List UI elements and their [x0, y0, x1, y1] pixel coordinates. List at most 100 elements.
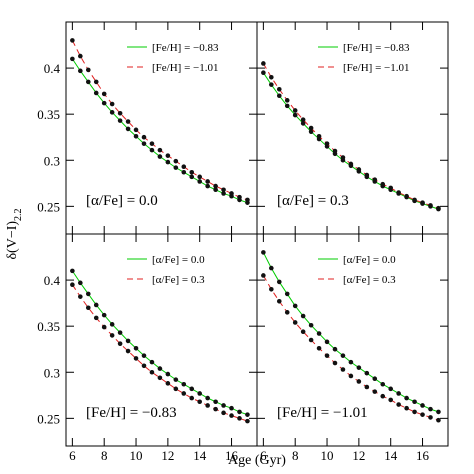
data-point — [85, 79, 91, 85]
data-point — [197, 179, 202, 184]
data-point — [133, 345, 139, 351]
data-point — [213, 187, 218, 193]
data-point — [85, 305, 91, 311]
data-point — [276, 279, 282, 285]
data-point — [292, 320, 298, 325]
data-point — [388, 386, 394, 392]
data-point — [157, 154, 163, 159]
data-point — [356, 379, 362, 384]
data-point — [70, 38, 75, 43]
data-point — [237, 416, 242, 421]
data-point — [141, 141, 147, 146]
legend-label: [Fe/H] = −1.01 — [152, 62, 218, 74]
panel-annotation: [α/Fe] = 0.3 — [277, 193, 349, 209]
y-tick-label: 0.25 — [37, 199, 60, 214]
data-point — [70, 282, 75, 287]
data-point — [348, 161, 354, 167]
data-point — [269, 265, 274, 271]
data-point — [213, 399, 218, 405]
data-point — [420, 412, 425, 417]
data-point — [276, 93, 282, 99]
data-point — [372, 389, 378, 394]
data-point — [356, 167, 362, 172]
data-point — [229, 405, 234, 411]
y-axis-label: δ(V−I)2.2 — [5, 208, 24, 259]
data-point — [181, 164, 187, 170]
panel-annotation: [Fe/H] = −0.83 — [86, 405, 177, 421]
data-point — [276, 298, 282, 304]
data-point — [404, 395, 409, 401]
data-point — [125, 119, 131, 124]
data-point — [173, 165, 179, 170]
data-point — [420, 200, 425, 205]
data-point — [78, 294, 83, 299]
data-point — [284, 98, 290, 103]
data-point — [300, 313, 306, 319]
data-point — [284, 103, 290, 109]
data-point — [372, 177, 378, 182]
x-tick-label: 8 — [292, 448, 299, 463]
data-point — [380, 393, 386, 399]
data-point — [101, 100, 107, 106]
data-point — [269, 82, 274, 87]
x-tick-label: 8 — [101, 448, 108, 463]
data-point — [149, 369, 155, 375]
data-point — [213, 406, 218, 412]
data-point — [245, 412, 250, 417]
data-point — [300, 121, 306, 126]
data-point — [396, 190, 401, 195]
data-point — [189, 169, 195, 175]
data-point — [340, 367, 346, 372]
data-point — [396, 391, 401, 396]
y-tick-label: 0.3 — [44, 365, 60, 380]
data-point — [364, 172, 370, 178]
data-point — [324, 141, 330, 146]
data-point — [428, 415, 433, 420]
data-point — [165, 381, 171, 386]
data-point — [173, 158, 179, 164]
x-tick-label: 16 — [416, 448, 430, 463]
data-point — [436, 205, 441, 211]
data-point — [101, 91, 107, 97]
data-point — [308, 337, 314, 343]
data-point — [117, 341, 123, 346]
data-point — [165, 159, 171, 165]
data-point — [165, 153, 171, 158]
x-tick-label: 10 — [130, 448, 143, 463]
panel-annotation: [α/Fe] = 0.0 — [86, 193, 158, 209]
data-point — [269, 75, 274, 80]
data-point — [316, 345, 322, 351]
y-tick-label: 0.25 — [37, 411, 60, 426]
data-point — [428, 203, 433, 208]
data-point — [197, 174, 202, 180]
data-point — [348, 373, 354, 379]
y-tick-label: 0.35 — [37, 107, 60, 122]
data-point — [149, 141, 155, 146]
data-point — [157, 147, 163, 153]
data-point — [221, 187, 226, 193]
x-tick-label: 14 — [193, 448, 207, 463]
data-point — [149, 359, 155, 365]
data-point — [261, 250, 266, 255]
data-point — [396, 402, 401, 407]
data-point — [404, 193, 409, 199]
data-point — [93, 302, 99, 308]
data-point — [324, 353, 330, 358]
data-point — [221, 191, 226, 196]
data-point — [93, 315, 99, 321]
data-point — [109, 322, 115, 327]
data-point — [117, 118, 123, 123]
data-point — [173, 386, 179, 392]
x-tick-label: 6 — [69, 448, 76, 463]
data-point — [205, 179, 210, 184]
data-point — [316, 133, 322, 139]
data-point — [221, 410, 226, 416]
data-point — [364, 370, 370, 376]
data-point — [221, 403, 226, 408]
legend-label: [α/Fe] = 0.0 — [152, 254, 205, 266]
data-point — [436, 409, 441, 415]
data-point — [70, 268, 75, 274]
x-tick-label: 14 — [384, 448, 398, 463]
data-point — [78, 68, 83, 74]
